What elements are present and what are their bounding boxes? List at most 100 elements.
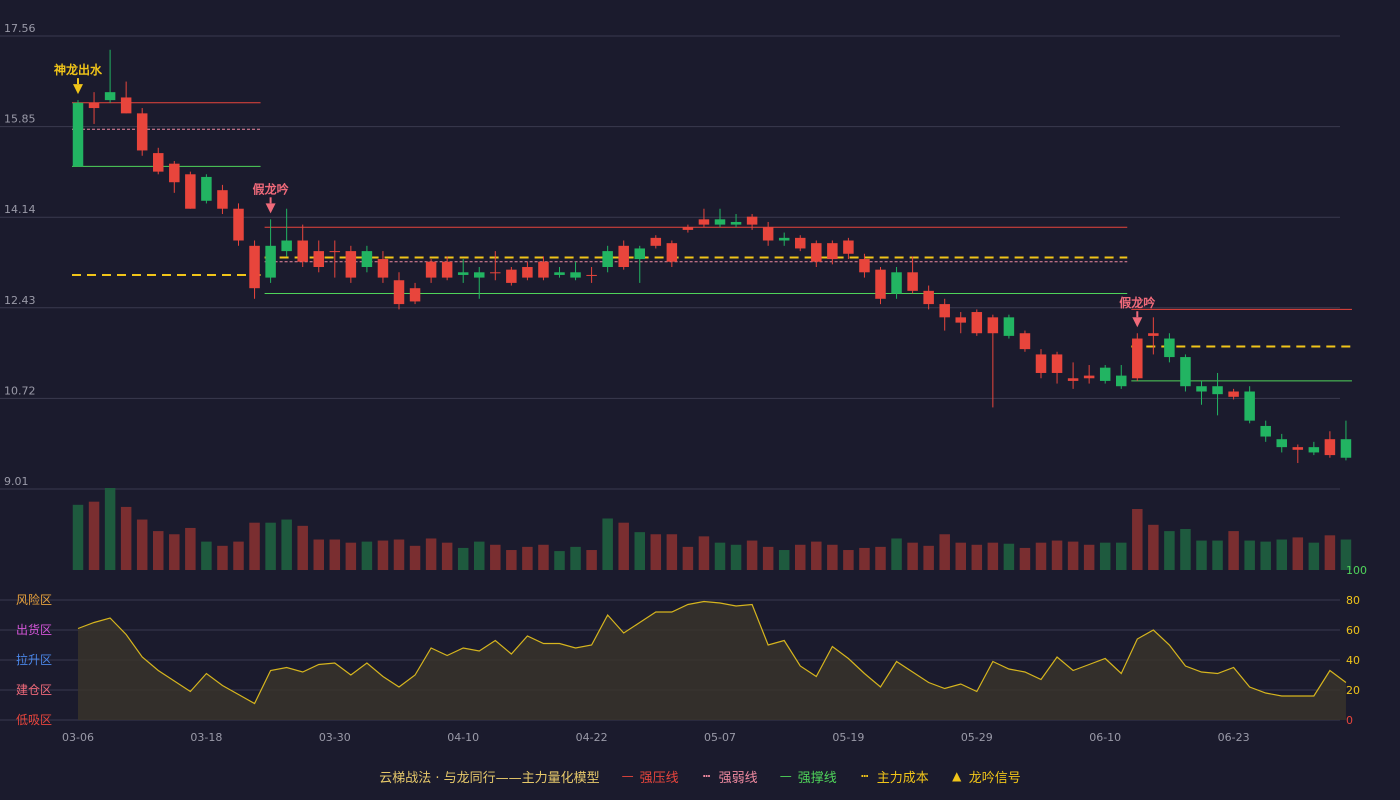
candlestick	[570, 261, 581, 281]
candle-body	[377, 259, 389, 278]
candle-body	[120, 97, 132, 114]
candlestick	[169, 161, 180, 193]
volume-bar	[1340, 539, 1352, 570]
candle-body	[570, 272, 581, 278]
oscillator-tick-label: 80	[1346, 594, 1360, 607]
volume-bars	[72, 488, 1352, 570]
candle-body	[506, 269, 517, 283]
volume-bar	[1019, 547, 1031, 570]
candle-body	[730, 221, 742, 225]
candle-body	[1180, 357, 1191, 387]
candle-body	[811, 243, 822, 262]
candlestick	[377, 251, 389, 283]
date-tick-label: 03-18	[190, 731, 222, 744]
signal-arrow-icon	[73, 84, 83, 95]
oscillator-tick-label: 0	[1346, 714, 1353, 727]
candlestick	[474, 267, 485, 299]
triangle-icon: ▲	[952, 769, 962, 783]
candle-body	[1324, 439, 1336, 456]
price-tick-label: 9.01	[4, 475, 29, 488]
candle-body	[313, 251, 324, 268]
volume-bar	[538, 544, 549, 570]
signal-label: 神龙出水	[54, 62, 103, 77]
legend-item-signal[interactable]: ▲ 龙吟信号	[951, 767, 1021, 786]
candlestick	[1292, 444, 1304, 464]
volume-bar	[233, 541, 244, 570]
volume-bar	[201, 541, 212, 570]
candle-body	[249, 245, 260, 289]
volume-bar	[795, 544, 806, 570]
grid-lines	[0, 35, 1340, 490]
volume-bar	[698, 536, 710, 570]
volume-bar	[602, 518, 613, 570]
candle-body	[1228, 391, 1239, 397]
candle-body	[1148, 333, 1159, 336]
volume-bar	[1276, 539, 1287, 570]
candle-body	[393, 280, 405, 305]
volume-bar	[72, 504, 84, 570]
signal-arrow-icon	[265, 203, 276, 214]
candlestick	[859, 253, 870, 278]
volume-bar	[714, 542, 726, 570]
candle-body	[104, 92, 116, 101]
volume-bar	[1051, 540, 1063, 570]
candle-body	[490, 272, 501, 274]
candlestick	[1132, 333, 1143, 381]
candle-body	[746, 216, 758, 225]
volume-bar	[1212, 540, 1223, 570]
oscillator-tick-label: 40	[1346, 654, 1360, 667]
volume-bar	[1324, 535, 1336, 570]
date-tick-label: 05-19	[832, 731, 864, 744]
candle-body	[1051, 354, 1063, 373]
price-tick-label: 14.14	[4, 203, 36, 216]
date-tick-label: 03-06	[62, 731, 94, 744]
candle-body	[1116, 375, 1127, 387]
candle-body	[971, 312, 983, 334]
candlestick	[875, 267, 886, 305]
candle-body	[185, 174, 196, 209]
candlestick	[1196, 380, 1207, 405]
candlestick	[441, 256, 453, 281]
volume-bar	[586, 550, 597, 570]
price-tick-label: 15.85	[4, 113, 36, 126]
volume-bar	[313, 539, 324, 570]
candlestick	[1260, 420, 1271, 442]
legend-label: 主力成本	[876, 770, 929, 786]
candlestick	[730, 214, 742, 228]
volume-bar	[1035, 542, 1047, 570]
signal-arrow-icon	[1132, 317, 1143, 328]
legend-label: 龙吟信号	[968, 770, 1021, 786]
cost-line-icon: ┅	[861, 769, 869, 783]
candlestick	[586, 267, 597, 283]
zone-label: 出货区	[16, 622, 52, 637]
candlestick	[233, 203, 244, 246]
candle-body	[714, 219, 726, 225]
legend-item-weak[interactable]: ┅ 强弱线	[701, 767, 758, 786]
candlestick	[297, 224, 308, 268]
candlestick	[265, 219, 276, 283]
legend-title: 云梯战法 · 与龙同行——主力量化模型	[379, 767, 599, 786]
candle-body	[88, 102, 100, 109]
volume-bar	[249, 522, 260, 570]
candle-body	[1340, 439, 1352, 458]
legend-item-cost[interactable]: ┅ 主力成本	[859, 767, 929, 786]
legend-item-support[interactable]: — 强撑线	[780, 767, 837, 786]
legend-item-pressure[interactable]: — 强压线	[622, 767, 679, 786]
volume-bar	[730, 544, 742, 570]
level-lines	[72, 102, 1352, 382]
candle-body	[265, 245, 276, 278]
zone-label: 拉升区	[16, 652, 52, 667]
candlestick	[955, 312, 966, 334]
candle-body	[345, 251, 357, 278]
volume-bar	[377, 540, 389, 570]
candlestick	[217, 184, 228, 215]
date-tick-label: 05-07	[704, 731, 736, 744]
price-tick-label: 10.72	[4, 384, 36, 397]
volume-bar	[457, 547, 469, 570]
volume-bar	[153, 531, 164, 570]
candle-body	[425, 261, 437, 278]
date-tick-label: 03-30	[319, 731, 351, 744]
candlestick	[1164, 333, 1175, 363]
candle-body	[682, 227, 694, 230]
